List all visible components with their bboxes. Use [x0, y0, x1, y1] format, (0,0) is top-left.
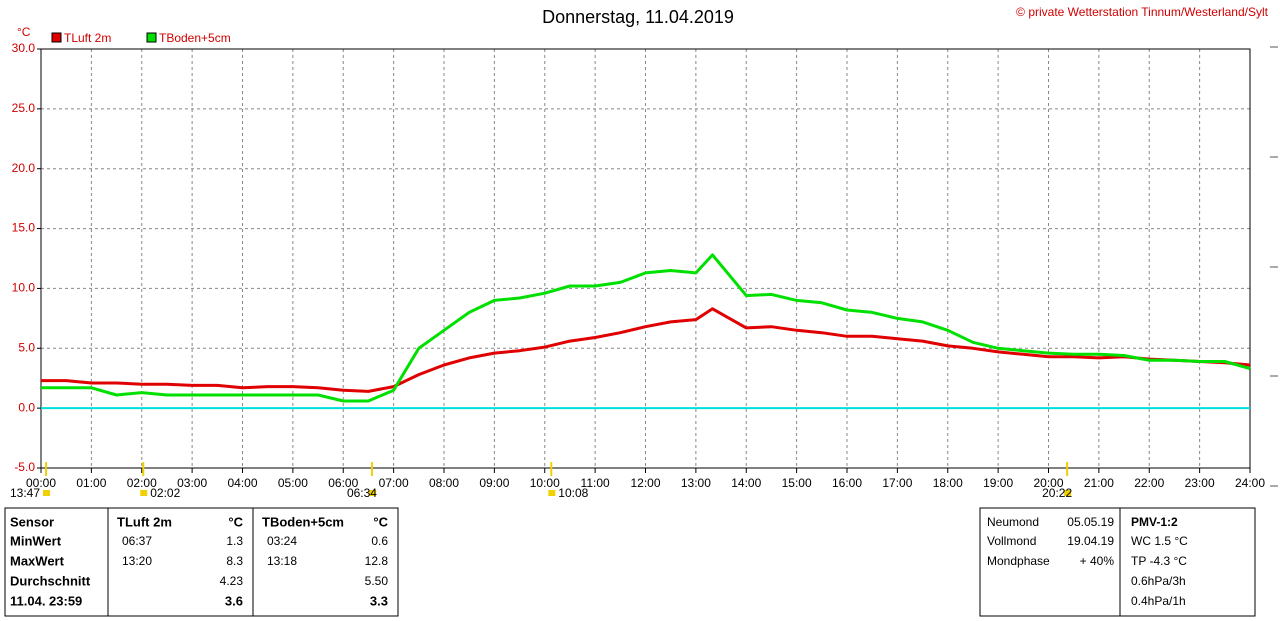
table-frame	[4, 507, 1256, 617]
table-cell: 06:37	[122, 534, 152, 548]
table-cell: 3.6	[225, 593, 243, 608]
x-tick-label: 12:00	[630, 476, 660, 490]
table-cell: 1.3	[226, 534, 243, 548]
x-tick-label: 15:00	[782, 476, 812, 490]
annotation-marker	[368, 490, 376, 496]
moon-value: 19.04.19	[1067, 534, 1114, 548]
pmv-item: WC 1.5 °C	[1131, 534, 1188, 548]
x-tick-label: 09:00	[479, 476, 509, 490]
table-cell: 3.3	[370, 593, 388, 608]
pmv-item: 0.4hPa/1h	[1131, 594, 1186, 608]
x-tick-label: 00:00	[26, 476, 56, 490]
table-cell: 8.3	[226, 554, 243, 568]
table-cell: 4.23	[220, 574, 244, 588]
table-header: °C	[373, 514, 388, 529]
y-tick-label: 20.0	[12, 161, 36, 175]
y-tick-label: 10.0	[12, 281, 36, 295]
x-tick-label: 11:00	[581, 476, 610, 490]
table-cell: 0.6	[371, 534, 388, 548]
pmv-item: PMV-1:2	[1131, 515, 1178, 529]
table-header: Sensor	[10, 514, 54, 529]
moon-value: 05.05.19	[1067, 515, 1114, 529]
x-tick-label: 24:00	[1235, 476, 1265, 490]
legend-swatch	[51, 32, 62, 43]
table-cell: 12.8	[365, 554, 389, 568]
legend-label: TBoden+5cm	[159, 31, 231, 45]
table-cell: Durchschnitt	[10, 573, 91, 588]
table-cell: MinWert	[10, 533, 62, 548]
x-tick-label: 23:00	[1185, 476, 1215, 490]
moon-label: Neumond	[987, 515, 1039, 529]
annotation-marker	[140, 490, 148, 496]
y-tick-label: 5.0	[18, 340, 35, 354]
y-tick-label: 15.0	[12, 221, 36, 235]
x-tick-label: 01:00	[76, 476, 106, 490]
table-header: TLuft 2m	[117, 514, 172, 529]
x-tick-label: 07:00	[379, 476, 409, 490]
x-tick-label: 14:00	[731, 476, 761, 490]
table-cell: 03:24	[267, 534, 297, 548]
x-tick-label: 18:00	[933, 476, 963, 490]
x-tick-label: 21:00	[1084, 476, 1114, 490]
y-tick-label: 0.0	[18, 400, 35, 414]
x-tick-label: 13:00	[681, 476, 711, 490]
pmv-item: 0.6hPa/3h	[1131, 574, 1186, 588]
table-cell: MaxWert	[10, 553, 65, 568]
table-cell: 11.04. 23:59	[10, 593, 82, 608]
x-tick-label: 06:00	[328, 476, 358, 490]
y-tick-label: 25.0	[12, 101, 36, 115]
series-line	[41, 307, 1251, 393]
x-tick-label: 17:00	[882, 476, 912, 490]
right-ticks	[1270, 46, 1278, 487]
x-tick-label: 03:00	[177, 476, 207, 490]
chart-title: Donnerstag, 11.04.2019	[542, 7, 734, 27]
annotation-marker	[548, 490, 556, 496]
x-tick-label: 04:00	[227, 476, 257, 490]
moon-label: Vollmond	[987, 534, 1036, 548]
moon-label: Mondphase	[987, 554, 1050, 568]
copyright: © private Wetterstation Tinnum/Westerlan…	[1016, 5, 1269, 19]
table-cell: 13:20	[122, 554, 152, 568]
y-tick-label: 30.0	[12, 41, 36, 55]
annotation-label: 13:47	[10, 486, 40, 500]
table-header: °C	[228, 514, 243, 529]
x-tick-label: 16:00	[832, 476, 862, 490]
y-tick-label: -5.0	[14, 460, 35, 474]
y-unit: °C	[17, 25, 31, 39]
x-tick-label: 19:00	[983, 476, 1013, 490]
x-tick-label: 05:00	[278, 476, 308, 490]
annotation-marker	[43, 490, 51, 496]
x-tick-label: 10:00	[530, 476, 560, 490]
x-tick-label: 22:00	[1134, 476, 1164, 490]
table-cell: 5.50	[365, 574, 389, 588]
annotation-label: 10:08	[558, 486, 588, 500]
annotation-label: 06:34	[347, 486, 377, 500]
series-line	[41, 253, 1251, 403]
pmv-item: TP -4.3 °C	[1131, 554, 1187, 568]
table-header: TBoden+5cm	[262, 514, 344, 529]
table-cell: 13:18	[267, 554, 297, 568]
annotation-marker	[1064, 490, 1072, 496]
annotation-label: 20:22	[1042, 486, 1072, 500]
x-tick-label: 02:00	[127, 476, 157, 490]
moon-value: + 40%	[1080, 554, 1115, 568]
annotation-label: 02:02	[150, 486, 180, 500]
legend-label: TLuft 2m	[64, 31, 111, 45]
plot-frame	[40, 48, 1251, 469]
x-tick-label: 20:00	[1033, 476, 1063, 490]
legend-swatch	[146, 32, 157, 43]
x-tick-label: 08:00	[429, 476, 459, 490]
